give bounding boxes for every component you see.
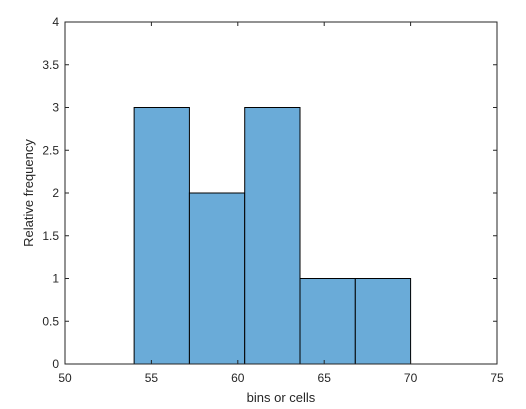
y-tick-label: 1 xyxy=(52,272,59,286)
histogram-bar-4 xyxy=(299,278,356,365)
y-tick-label: 0.5 xyxy=(42,314,59,328)
y-tick-label: 1.5 xyxy=(42,229,59,243)
y-tick-label: 3.5 xyxy=(42,58,59,72)
histogram-bar-2 xyxy=(188,192,246,365)
y-tick-label: 2.5 xyxy=(42,143,59,157)
y-tick-label: 0 xyxy=(52,357,59,371)
y-tick-label: 3 xyxy=(52,101,59,115)
x-tick-label: 65 xyxy=(318,371,332,385)
y-tick-label: 2 xyxy=(52,186,59,200)
y-tick-labels: 0 0.5 1 1.5 2 2.5 3 3.5 4 xyxy=(42,15,59,371)
histogram-bar-5 xyxy=(354,278,412,365)
x-tick-label: 50 xyxy=(58,371,72,385)
x-tick-label: 60 xyxy=(231,371,245,385)
x-axis-label: bins or cells xyxy=(247,390,316,405)
x-tick-label: 75 xyxy=(490,371,504,385)
histogram-bars xyxy=(133,107,412,365)
y-tick-label: 4 xyxy=(52,15,59,29)
axis-ticks xyxy=(64,21,498,365)
y-axis-label: Relative frequency xyxy=(21,139,36,247)
x-tick-labels: 50 55 60 65 70 75 xyxy=(58,371,504,385)
histogram-bar-1 xyxy=(133,107,190,365)
x-tick-label: 70 xyxy=(404,371,418,385)
x-tick-label: 55 xyxy=(145,371,159,385)
histogram-bar-3 xyxy=(244,107,301,365)
